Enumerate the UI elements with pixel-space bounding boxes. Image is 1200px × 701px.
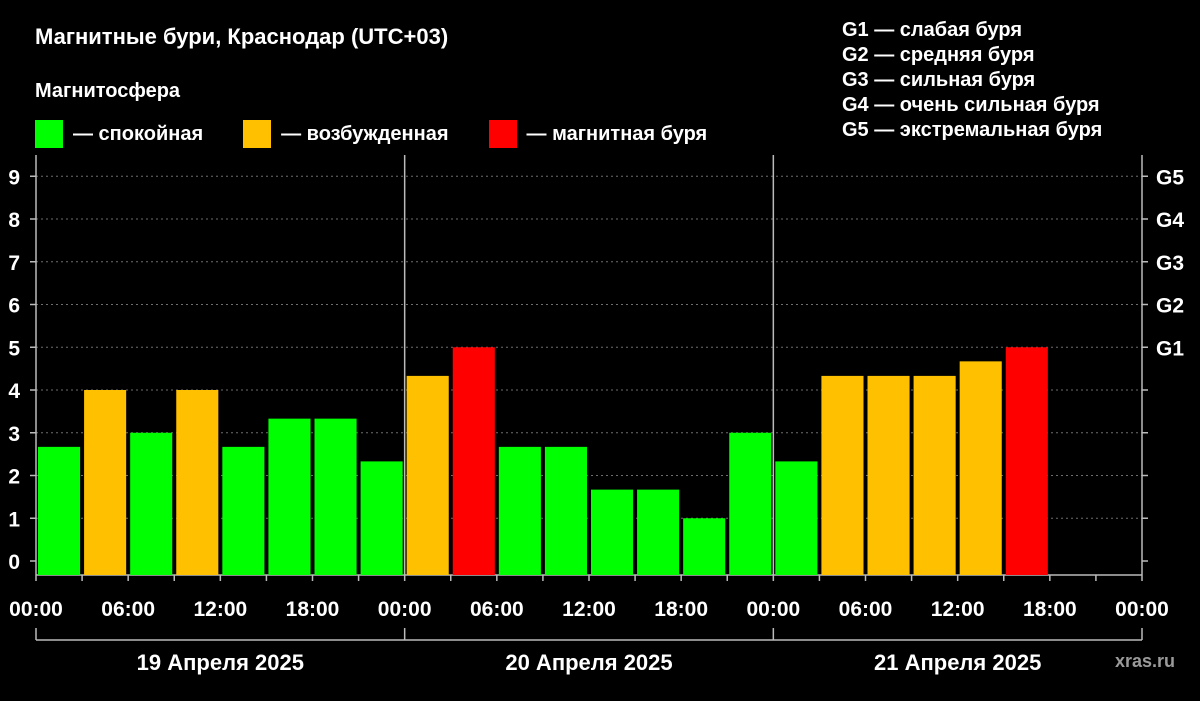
x-tick-label: 06:00 xyxy=(839,598,893,621)
y-tick-label: 0 xyxy=(8,551,20,574)
x-tick-label: 18:00 xyxy=(654,598,708,621)
kp-bar xyxy=(821,375,864,575)
legend-swatch-quiet xyxy=(35,120,63,148)
kp-bar xyxy=(1005,347,1048,575)
g-legend-g5: G5 — экстремальная буря xyxy=(842,119,1103,141)
kp-bar xyxy=(729,432,772,575)
kp-bar xyxy=(406,375,449,575)
kp-bar xyxy=(591,489,634,575)
kp-bar xyxy=(84,390,127,575)
y-tick-label: 7 xyxy=(8,252,20,275)
y-tick-label: 8 xyxy=(8,209,20,232)
day-label: 20 Апреля 2025 xyxy=(505,650,672,675)
y-tick-label: 2 xyxy=(8,466,20,489)
x-tick-label: 00:00 xyxy=(378,598,432,621)
day-label: 21 Апреля 2025 xyxy=(874,650,1041,675)
y-tick-label: 1 xyxy=(8,508,20,531)
kp-bar xyxy=(544,446,587,575)
y-tick-label: 5 xyxy=(8,337,20,360)
chart-title: Магнитные бури, Краснодар (UTC+03) xyxy=(35,24,449,49)
watermark: xras.ru xyxy=(1115,651,1176,671)
g-level-label: G3 xyxy=(1156,252,1184,275)
legend-label-storm: — магнитная буря xyxy=(526,122,708,145)
x-tick-label: 18:00 xyxy=(1023,598,1077,621)
kp-bar xyxy=(314,418,357,575)
x-tick-label: 00:00 xyxy=(9,598,63,621)
legend-swatch-storm xyxy=(488,120,517,148)
x-tick-label: 12:00 xyxy=(931,598,985,621)
kp-bar xyxy=(268,418,311,575)
x-tick-label: 18:00 xyxy=(286,598,340,621)
kp-bar xyxy=(683,518,726,575)
g-legend-g1: G1 — слабая буря xyxy=(842,19,1023,41)
kp-bar xyxy=(637,489,680,575)
kp-legend: — спокойная — возбужденная — магнитная б… xyxy=(35,120,747,148)
x-tick-label: 12:00 xyxy=(562,598,616,621)
y-tick-label: 6 xyxy=(8,295,20,318)
legend-item-storm: — магнитная буря xyxy=(488,120,708,148)
g-legend-g2: G2 — средняя буря xyxy=(842,44,1035,66)
kp-bar xyxy=(959,361,1002,575)
legend-label-quiet: — спокойная xyxy=(73,122,204,145)
g-level-label: G1 xyxy=(1156,337,1184,360)
x-tick-label: 12:00 xyxy=(193,598,247,621)
g-level-label: G5 xyxy=(1156,166,1184,189)
x-tick-label: 00:00 xyxy=(746,598,800,621)
y-tick-label: 4 xyxy=(8,380,20,403)
kp-bar xyxy=(913,375,956,575)
g-legend-g4: G4 — очень сильная буря xyxy=(842,94,1100,116)
x-tick-label: 06:00 xyxy=(101,598,155,621)
kp-bar xyxy=(130,432,173,575)
g-legend-g3: G3 — сильная буря xyxy=(842,69,1036,91)
g-level-label: G4 xyxy=(1156,209,1184,232)
legend-label-active: — возбужденная xyxy=(281,122,449,145)
g-level-label: G2 xyxy=(1156,295,1184,318)
y-tick-label: 9 xyxy=(8,166,20,189)
g-scale-legend: G1 — слабая буря G2 — средняя буря G3 — … xyxy=(842,18,1102,143)
kp-bar xyxy=(452,347,495,575)
x-tick-label: 06:00 xyxy=(470,598,524,621)
kp-bar xyxy=(867,375,910,575)
legend-item-quiet: — спокойная xyxy=(35,120,203,148)
kp-bar xyxy=(176,390,219,575)
kp-bar xyxy=(498,446,541,575)
day-label: 19 Апреля 2025 xyxy=(137,650,304,675)
kp-bar xyxy=(38,446,81,575)
legend-subtitle: Магнитосфера xyxy=(35,80,181,102)
kp-bar xyxy=(360,461,403,575)
kp-bar xyxy=(222,446,265,575)
legend-item-active: — возбужденная xyxy=(243,120,449,148)
legend-swatch-active xyxy=(243,120,272,148)
x-tick-label: 00:00 xyxy=(1115,598,1169,621)
y-tick-label: 3 xyxy=(8,423,20,446)
kp-bar xyxy=(775,461,818,575)
